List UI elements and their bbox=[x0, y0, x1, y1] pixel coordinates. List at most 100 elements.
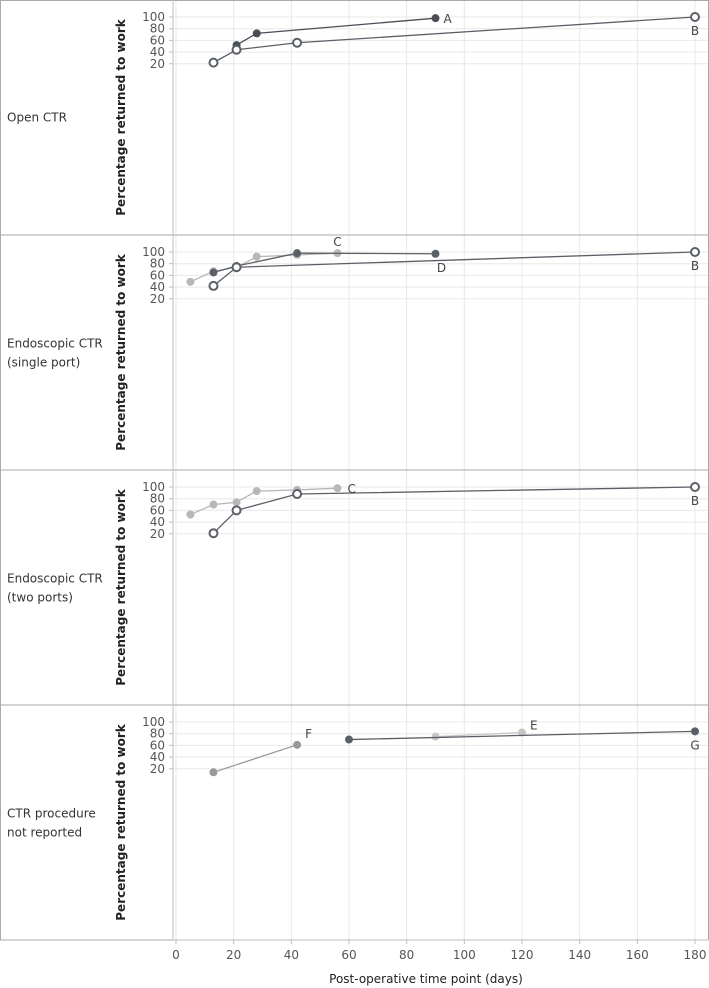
data-point bbox=[208, 57, 219, 68]
data-point bbox=[293, 249, 302, 258]
y-tick-label: 40 bbox=[150, 515, 165, 529]
series-label: B bbox=[691, 24, 699, 38]
y-axis-title: Percentage returned to work bbox=[114, 253, 128, 450]
panel-label: Endoscopic CTR (single port) bbox=[7, 337, 103, 370]
data-point bbox=[292, 489, 303, 500]
data-point bbox=[186, 277, 195, 286]
data-point bbox=[431, 732, 440, 741]
x-tick-label: 120 bbox=[511, 948, 534, 962]
y-axis-title: Percentage returned to work bbox=[114, 488, 128, 685]
y-tick-label: 80 bbox=[150, 22, 165, 36]
series-label: A bbox=[444, 12, 453, 26]
data-point bbox=[209, 268, 218, 277]
series-label: C bbox=[333, 235, 341, 249]
series-label: B bbox=[691, 494, 699, 508]
data-point bbox=[231, 44, 242, 55]
y-tick-label: 100 bbox=[142, 480, 165, 494]
data-point bbox=[232, 498, 241, 507]
y-tick-label: 40 bbox=[150, 280, 165, 294]
x-tick-label: 20 bbox=[226, 948, 241, 962]
data-point bbox=[690, 12, 700, 22]
series-line bbox=[213, 251, 696, 287]
y-tick-label: 20 bbox=[150, 527, 165, 541]
series-G bbox=[345, 727, 699, 744]
series-line bbox=[190, 487, 338, 516]
data-point bbox=[293, 740, 302, 749]
data-point bbox=[231, 505, 242, 516]
y-tick-label: 20 bbox=[150, 762, 165, 776]
y-tick-label: 100 bbox=[142, 245, 165, 259]
y-tick-label: 80 bbox=[150, 492, 165, 506]
data-point bbox=[690, 247, 700, 257]
data-point bbox=[209, 768, 218, 777]
y-tick-label: 20 bbox=[150, 292, 165, 306]
series-line bbox=[213, 486, 696, 534]
data-point bbox=[431, 14, 440, 23]
panel-label: Endoscopic CTR (two ports) bbox=[7, 572, 103, 605]
x-tick-label: 140 bbox=[568, 948, 591, 962]
data-point bbox=[333, 484, 342, 493]
series-B bbox=[208, 12, 700, 68]
y-tick-label: 80 bbox=[150, 727, 165, 741]
x-tick-label: 80 bbox=[399, 948, 414, 962]
panel-label: Open CTR bbox=[7, 111, 67, 125]
series-E bbox=[431, 728, 526, 741]
y-tick-label: 60 bbox=[150, 268, 165, 282]
series-C bbox=[186, 484, 342, 519]
data-point bbox=[186, 510, 195, 519]
data-point bbox=[209, 500, 218, 509]
series-line bbox=[236, 17, 436, 46]
x-tick-label: 160 bbox=[626, 948, 649, 962]
series-label: G bbox=[690, 738, 699, 752]
y-tick-label: 20 bbox=[150, 57, 165, 71]
series-A bbox=[232, 14, 440, 50]
data-point bbox=[691, 727, 699, 736]
series-C bbox=[186, 249, 342, 286]
series-B bbox=[208, 482, 700, 539]
series-line bbox=[213, 16, 696, 64]
y-tick-label: 60 bbox=[150, 503, 165, 517]
series-label: E bbox=[530, 719, 538, 733]
series-F bbox=[209, 740, 302, 777]
panel-label: CTR procedure not reported bbox=[7, 807, 96, 840]
y-axis-title: Percentage returned to work bbox=[114, 18, 128, 215]
x-tick-label: 40 bbox=[284, 948, 299, 962]
y-tick-label: 60 bbox=[150, 738, 165, 752]
x-axis-title: Post-operative time point (days) bbox=[329, 972, 523, 986]
data-point bbox=[208, 280, 219, 291]
x-tick-label: 0 bbox=[172, 948, 180, 962]
series-line bbox=[435, 731, 523, 738]
y-tick-label: 80 bbox=[150, 257, 165, 271]
x-tick-label: 180 bbox=[684, 948, 707, 962]
data-point bbox=[252, 29, 261, 38]
data-point bbox=[252, 487, 261, 496]
x-tick-label: 100 bbox=[453, 948, 476, 962]
series-label: B bbox=[691, 259, 699, 273]
panel-frames bbox=[0, 0, 709, 941]
x-tick-label: 60 bbox=[341, 948, 356, 962]
y-axis-title: Percentage returned to work bbox=[114, 723, 128, 920]
series-line bbox=[213, 744, 298, 773]
y-tick-label: 60 bbox=[150, 33, 165, 47]
data-point bbox=[231, 262, 242, 273]
series-line bbox=[348, 730, 696, 741]
y-tick-label: 100 bbox=[142, 715, 165, 729]
series-label: C bbox=[347, 482, 355, 496]
data-point bbox=[690, 482, 700, 492]
y-tick-label: 40 bbox=[150, 45, 165, 59]
data-point bbox=[518, 728, 526, 737]
text-layer: Post-operative time point (days) 2040608… bbox=[7, 10, 706, 986]
y-tick-label: 100 bbox=[142, 10, 165, 24]
series-line bbox=[213, 252, 436, 274]
axes bbox=[169, 0, 709, 944]
series-label: F bbox=[305, 727, 312, 741]
series-layer bbox=[186, 12, 700, 777]
series-label: D bbox=[437, 261, 446, 275]
data-point bbox=[208, 528, 219, 539]
data-point bbox=[292, 37, 303, 48]
data-point bbox=[252, 252, 261, 261]
data-point bbox=[431, 249, 440, 258]
series-B bbox=[208, 247, 700, 291]
y-tick-label: 40 bbox=[150, 750, 165, 764]
